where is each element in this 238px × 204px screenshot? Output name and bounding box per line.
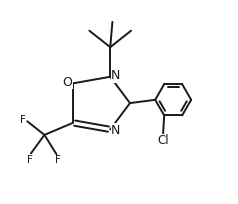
Text: O: O [63,76,72,89]
Text: N: N [111,69,121,82]
Text: F: F [55,155,61,165]
Text: F: F [20,115,25,125]
Text: N: N [111,124,121,137]
Text: Cl: Cl [157,134,169,147]
Text: F: F [27,155,33,165]
